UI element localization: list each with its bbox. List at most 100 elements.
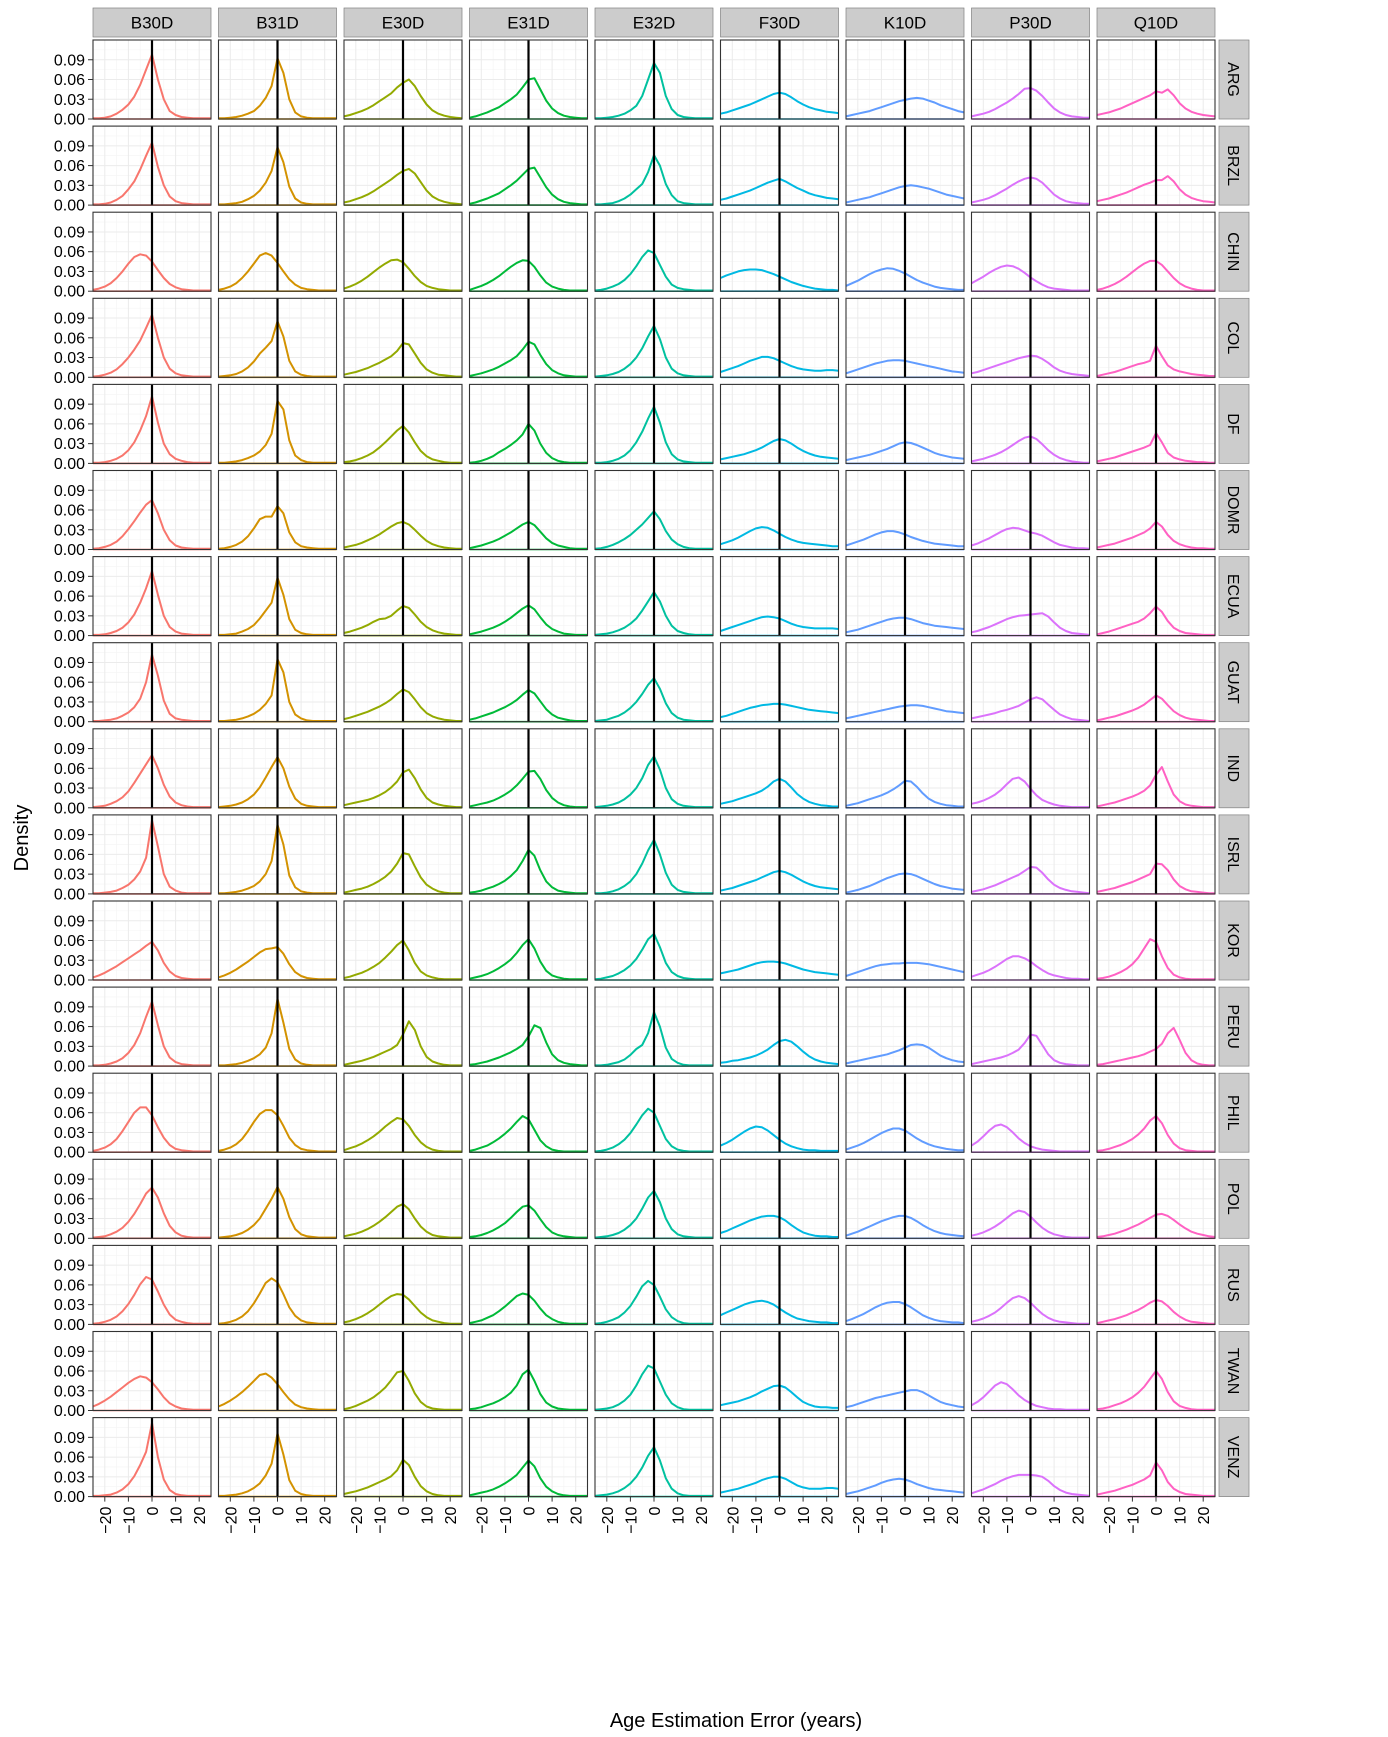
y-tick-label: 0.03 <box>54 781 85 798</box>
facet-panel <box>1096 1072 1216 1153</box>
x-tick-label: 20 <box>443 1506 460 1524</box>
y-tick-label: 0.09 <box>54 741 85 758</box>
y-tick-label: 0.00 <box>54 1059 85 1076</box>
row-strip-bg <box>1218 1072 1250 1153</box>
facet-panel <box>1096 469 1216 551</box>
facet-panel <box>343 297 463 379</box>
x-tick-label: 10 <box>1047 1506 1064 1524</box>
y-tick-label: 0.03 <box>54 1297 85 1314</box>
facet-panel <box>468 642 589 723</box>
facet-panel <box>92 469 212 551</box>
panel-border <box>1096 1244 1216 1325</box>
facet-panel <box>1096 39 1216 120</box>
facet-panel <box>594 297 714 379</box>
panel-border <box>217 728 338 809</box>
y-tick-label: 0.06 <box>54 1450 85 1467</box>
panel-border <box>970 297 1091 378</box>
y-tick-label: 0.00 <box>54 1489 85 1506</box>
y-tick-label: 0.09 <box>54 1344 85 1361</box>
row-strip-label: DOMR <box>1224 486 1241 535</box>
y-tick-label: 0.03 <box>54 1211 85 1228</box>
column-strip-label: E30D <box>382 14 425 33</box>
x-tick-label: −10 <box>372 1506 389 1533</box>
facet-panel <box>845 1330 965 1412</box>
row-strip-bg <box>1218 814 1250 895</box>
facet-panel <box>594 986 714 1067</box>
facet-panel <box>343 1072 463 1153</box>
facet-panel <box>343 1244 463 1326</box>
facet-panel <box>92 642 212 723</box>
panel-border <box>343 39 463 120</box>
row-strip-label: BRZL <box>1224 145 1241 186</box>
panel-border <box>1096 642 1216 723</box>
row-strip-label: ISRL <box>1224 837 1241 873</box>
panel-border <box>845 1244 965 1325</box>
panel-border <box>719 986 840 1067</box>
facet-panel <box>845 1244 965 1326</box>
panel-border <box>719 1158 840 1239</box>
panel-border <box>1096 1072 1216 1153</box>
facet-panel <box>468 986 589 1067</box>
x-tick-label: 10 <box>671 1506 688 1524</box>
y-tick-label: 0.09 <box>54 999 85 1016</box>
panel-border <box>845 900 965 981</box>
panel-border <box>217 125 338 206</box>
panel-border <box>845 986 965 1067</box>
y-tick-label: 0.06 <box>54 1364 85 1381</box>
facet-panel <box>845 556 965 637</box>
facet-panel <box>970 900 1091 981</box>
x-tick-label: 0 <box>396 1507 413 1516</box>
facet-panel <box>719 211 840 293</box>
facet-panel <box>970 1330 1091 1412</box>
facet-panel <box>719 986 840 1067</box>
facet-panel <box>343 814 463 895</box>
row-strip-label: PERU <box>1224 1004 1241 1048</box>
facet-panel <box>594 1330 714 1412</box>
facet-panel <box>92 39 212 120</box>
facet-panel <box>594 728 714 809</box>
row-strip-bg <box>1218 384 1250 464</box>
y-tick-label: 0.00 <box>54 800 85 817</box>
facet-panel <box>845 1158 965 1240</box>
y-tick-label: 0.06 <box>54 1019 85 1036</box>
x-tick-label: 20 <box>192 1506 209 1524</box>
row-strip-bg <box>1218 900 1250 981</box>
row-strip: DOMR <box>1218 470 1250 550</box>
column-strip-label: Q10D <box>1134 14 1178 33</box>
panel-border <box>343 900 463 981</box>
panel-border <box>1096 728 1216 809</box>
x-tick-label: 0 <box>898 1507 915 1516</box>
facet-panel <box>217 1244 338 1326</box>
panel-border <box>468 900 589 981</box>
column-strip-bg <box>469 7 588 38</box>
panel-border <box>719 1244 840 1325</box>
x-tick-label: 10 <box>294 1506 311 1524</box>
facet-panel <box>594 125 714 206</box>
facet-panel <box>845 39 965 120</box>
x-tick-label: 10 <box>545 1506 562 1524</box>
panel-border <box>970 39 1091 120</box>
panel-border <box>970 814 1091 895</box>
panel-border <box>1096 814 1216 895</box>
row-strip-bg <box>1218 1245 1250 1325</box>
panel-border <box>594 814 714 895</box>
panel-border <box>217 469 338 551</box>
x-tick-label: 20 <box>945 1506 962 1524</box>
facet-panel <box>1096 297 1216 379</box>
column-strip-bg <box>1096 7 1216 38</box>
facet-panel <box>468 900 589 981</box>
facet-panel <box>719 125 840 206</box>
row-strip: PHIL <box>1218 1072 1250 1153</box>
row-strip-label: DF <box>1224 413 1241 435</box>
x-tick-label: −20 <box>976 1506 993 1533</box>
x-tick-label: 20 <box>1071 1506 1088 1524</box>
x-tick-label: 20 <box>694 1506 711 1524</box>
facet-panel <box>719 556 840 637</box>
facet-panel <box>845 211 965 293</box>
panel-border <box>217 1072 338 1153</box>
y-tick-label: 0.09 <box>54 913 85 930</box>
y-tick-label: 0.09 <box>54 1430 85 1447</box>
panel-border <box>594 39 714 120</box>
panel-border <box>970 556 1091 637</box>
x-tick-label: 0 <box>271 1507 288 1516</box>
